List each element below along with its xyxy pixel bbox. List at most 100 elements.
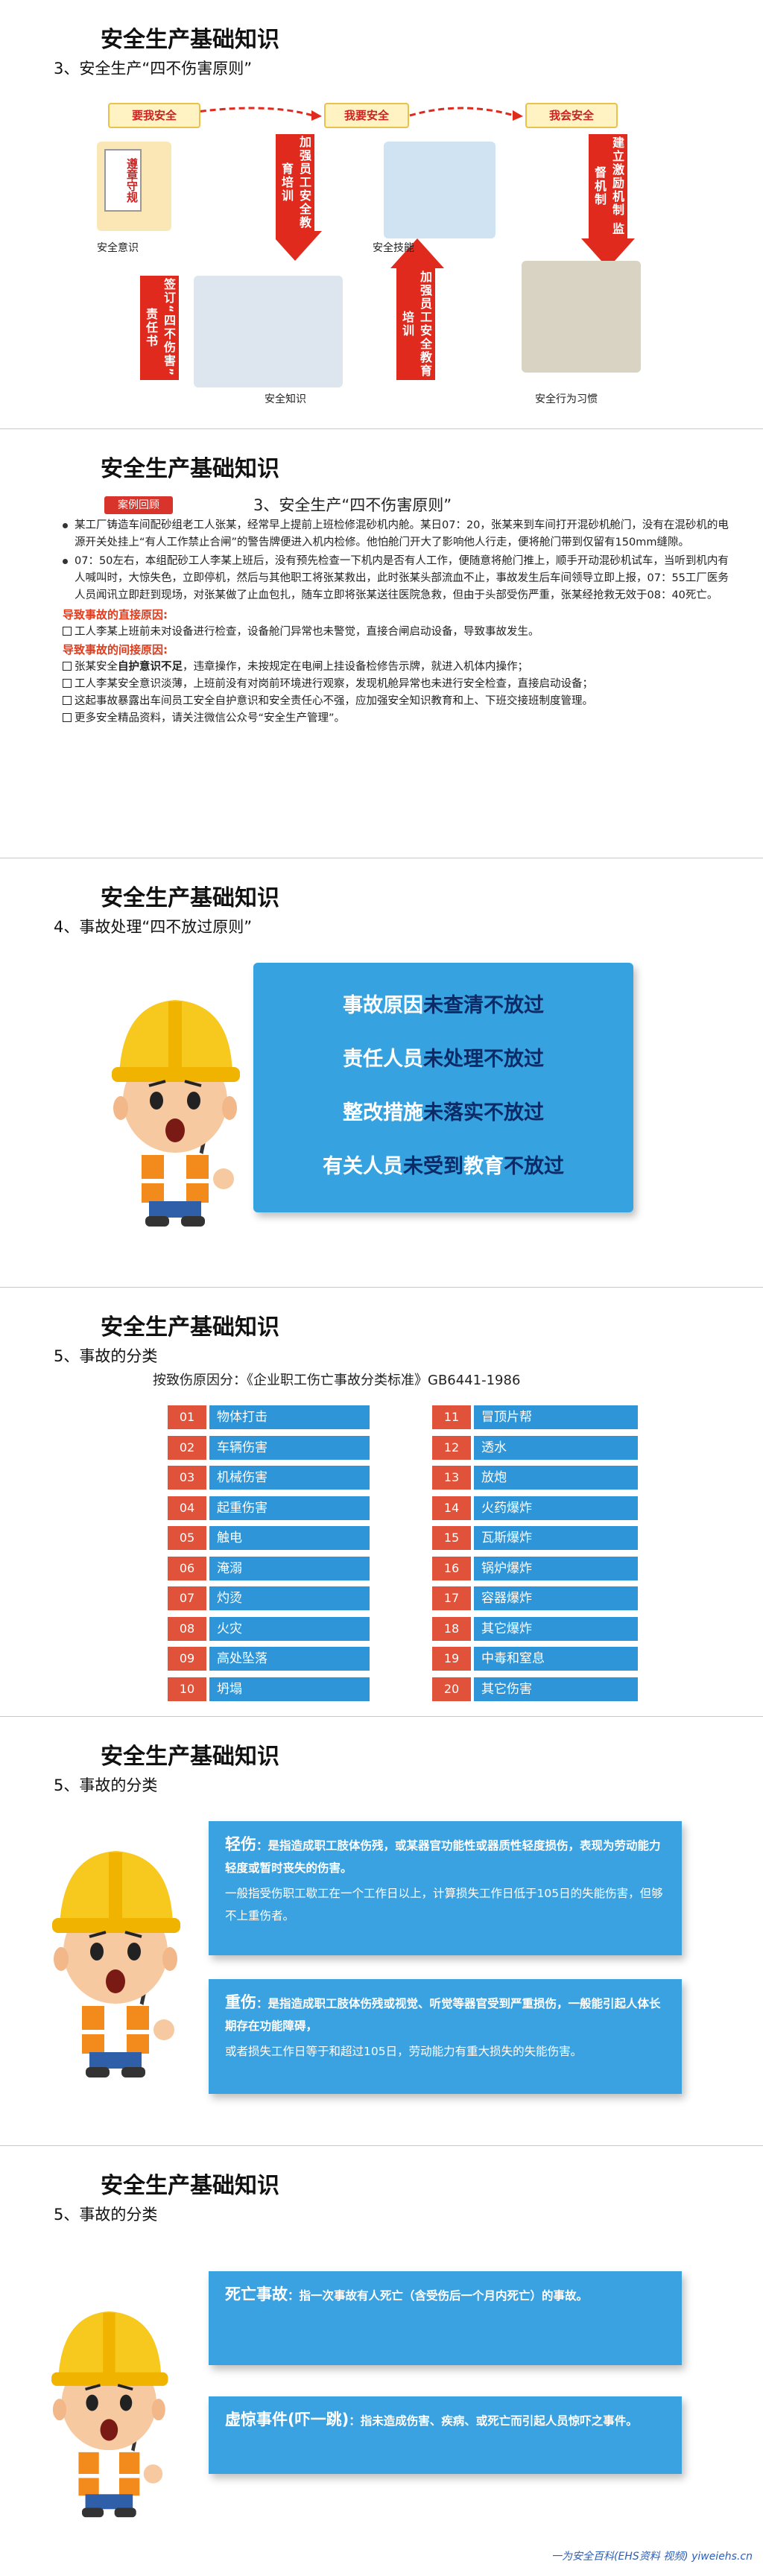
worker-figure <box>104 963 268 1231</box>
item-number: 06 <box>168 1556 206 1580</box>
item-name: 车辆伤害 <box>209 1435 370 1460</box>
cause-item: 张某安全自护意识不足，违章操作，未按规定在电闸上挂设备检修告示牌，就进入机体内操… <box>63 659 733 676</box>
caption: 安全意识 <box>97 242 139 254</box>
slide-subtitle: 5、事故的分类 <box>54 1347 158 1365</box>
tag: 案例回顾 <box>104 496 173 514</box>
item-name: 灼烫 <box>209 1586 370 1610</box>
illustration <box>384 142 496 238</box>
cause-heading: 导致事故的间接原因: <box>63 643 168 656</box>
item-name: 淹溺 <box>209 1556 370 1580</box>
item-name: 放炮 <box>474 1466 638 1490</box>
item-number: 18 <box>432 1616 471 1641</box>
slide: 安全生产基础知识 5、事故的分类 死亡事故：指一次事故有人死亡（含受伤后一个月内… <box>0 2146 763 2575</box>
rule-text: 未落实不放过 <box>423 1101 544 1124</box>
caption: 安全行为习惯 <box>535 393 598 405</box>
info-term: 虚惊事件(吓一跳) <box>225 2411 349 2428</box>
item-number: 14 <box>432 1496 471 1520</box>
caption: 安全知识 <box>265 393 306 405</box>
paragraph: 07：50左右，本组配砂工人李某上班后，没有预先检查一下机内是否有人工作，便随意… <box>63 553 733 604</box>
cause-text: ，违章操作，未按规定在电闸上挂设备检修告示牌，就进入机体内操作； <box>183 661 528 673</box>
item-name: 火灾 <box>209 1616 370 1641</box>
stage-label: 我要安全 <box>324 103 409 128</box>
item-number: 11 <box>432 1405 471 1429</box>
slide: 安全生产基础知识 5、事故的分类 按致伤原因分：《企业职工伤亡事故分类标准》GB… <box>0 1288 763 1717</box>
item-number: 12 <box>432 1435 471 1460</box>
slide-title: 安全生产基础知识 <box>101 456 279 482</box>
paragraph-text: 07：50左右，本组配砂工人李某上班后，没有预先检查一下机内是否有人工作，便随意… <box>75 555 729 601</box>
slide-subtitle: 4、事故处理“四不放过原则” <box>54 918 253 936</box>
item-name: 高处坠落 <box>209 1647 370 1671</box>
item-number: 09 <box>168 1647 206 1671</box>
arrow-heads <box>276 231 635 268</box>
item-name: 火药爆炸 <box>474 1496 638 1520</box>
info-text: ：是指造成职工肢体伤残，或某器官功能性或器质性轻度损伤，表现为劳动能力轻度或暂时… <box>225 1839 661 1875</box>
item-number: 17 <box>432 1586 471 1610</box>
item-number: 08 <box>168 1616 206 1641</box>
worker-figure <box>45 2276 194 2522</box>
info-term: 轻伤 <box>225 1835 256 1853</box>
info-text: 一般指受伤职工歇工在一个工作日以上，计算损失工作日低于105日的失能伤害，但够不… <box>225 1887 663 1922</box>
rule-text: 不放过 <box>504 1155 564 1178</box>
heading: 3、安全生产“四不伤害原则” <box>253 496 452 514</box>
info-text: ：是指造成职工肢体伤残或视觉、听觉等器官受到严重损伤，一般能引起人体长期存在功能… <box>225 1997 661 2033</box>
slide: 安全生产基础知识 3、安全生产“四不伤害原则” 要我安全 我要安全 我会安全 加… <box>0 0 763 429</box>
slide-title: 安全生产基础知识 <box>101 1314 279 1341</box>
down-arrow: 建立激励机制 监督机制 <box>589 134 627 238</box>
item-number: 13 <box>432 1466 471 1490</box>
slide-title: 安全生产基础知识 <box>101 27 279 53</box>
rule-text: 事故原因 <box>343 994 423 1017</box>
rule-text: 未受到 <box>403 1155 463 1178</box>
info-line: 或者损失工作日等于和超过105日，劳动能力有重大损失的失能伤害。 <box>225 2040 665 2063</box>
rule: 整改措施未落实不放过 <box>253 1096 633 1125</box>
cause-text: 更多安全精品资料，请关注微信公众号“安全生产管理”。 <box>75 712 346 724</box>
up-arrow: 加强员工安全教育培训 <box>396 268 435 380</box>
stage-label: 要我安全 <box>108 103 200 128</box>
item-name: 触电 <box>209 1526 370 1550</box>
rule: 责任人员未处理不放过 <box>253 1042 633 1072</box>
info-line: 一般指受伤职工歇工在一个工作日以上，计算损失工作日低于105日的失能伤害，但够不… <box>225 1882 665 1927</box>
slide: 安全生产基础知识 5、事故的分类 轻伤：是指造成职工肢体伤残，或某器官功能性或器… <box>0 1717 763 2146</box>
item-number: 19 <box>432 1647 471 1671</box>
item-name: 起重伤害 <box>209 1496 370 1520</box>
slide-subtitle: 5、事故的分类 <box>54 1776 158 1794</box>
item-name: 容器爆炸 <box>474 1586 638 1610</box>
slide-title: 安全生产基础知识 <box>101 2173 279 2199</box>
info-term: 重伤 <box>225 1993 256 2011</box>
down-arrow: 加强员工安全教育培训 <box>276 134 314 231</box>
stage-label: 我会安全 <box>525 103 618 128</box>
item-name: 中毒和窒息 <box>474 1647 638 1671</box>
standard: 按致伤原因分：《企业职工伤亡事故分类标准》GB6441-1986 <box>153 1373 521 1388</box>
rule-text: 有关人员 <box>323 1155 403 1178</box>
item-number: 10 <box>168 1677 206 1701</box>
rule-text: 整改措施 <box>343 1101 423 1124</box>
cause-text: 自护意识不足 <box>118 661 183 673</box>
cause-item: 工人李某安全意识淡薄，上班前没有对岗前环境进行观察，发现机舱异常也未进行安全检查… <box>63 676 733 693</box>
slide-title: 安全生产基础知识 <box>101 885 279 911</box>
item-number: 16 <box>432 1556 471 1580</box>
item-number: 05 <box>168 1526 206 1550</box>
info-line: 虚惊事件(吓一跳)：指未造成伤害、疾病、或死亡而引起人员惊吓之事件。 <box>225 2408 665 2432</box>
illustration <box>194 276 343 387</box>
cause-text: 工人李某上班前未对设备进行检查，设备舱门异常也未警觉，直接合闸启动设备，导致事故… <box>75 626 539 638</box>
checkbox <box>63 627 72 636</box>
slide-title: 安全生产基础知识 <box>101 1744 279 1770</box>
slide-subtitle: 5、事故的分类 <box>54 2206 158 2224</box>
rule-text: 未查清不放过 <box>423 994 544 1017</box>
info-box: 轻伤：是指造成职工肢体伤残，或某器官功能性或器质性轻度损伤，表现为劳动能力轻度或… <box>209 1821 682 1955</box>
item-name: 其它爆炸 <box>474 1616 638 1641</box>
info-text: ：指一次事故有人死亡（含受伤后一个月内死亡）的事故。 <box>288 2289 589 2303</box>
rule: 事故原因未查清不放过 <box>253 989 633 1018</box>
item-name: 物体打击 <box>209 1405 370 1429</box>
footer: 一为安全百科(EHS资料 视频) yiweiehs.cn <box>551 2551 753 2563</box>
item-name: 瓦斯爆炸 <box>474 1526 638 1550</box>
rule: 有关人员未受到教育不放过 <box>253 1150 633 1179</box>
slide: 安全生产基础知识 4、事故处理“四不放过原则” 事故原因未查清不放过 责任人员未处… <box>0 858 763 1288</box>
bullet <box>63 523 68 528</box>
illustration <box>522 261 641 373</box>
item-name: 坍塌 <box>209 1677 370 1701</box>
checkbox <box>63 662 72 671</box>
cause-text: 这起事故暴露出车间员工安全自护意识和安全责任心不强，应加强安全知识教育和上、下班… <box>75 695 593 707</box>
slide: 安全生产基础知识 案例回顾 3、安全生产“四不伤害原则” 某工厂铸造车间配砂组老… <box>0 429 763 858</box>
